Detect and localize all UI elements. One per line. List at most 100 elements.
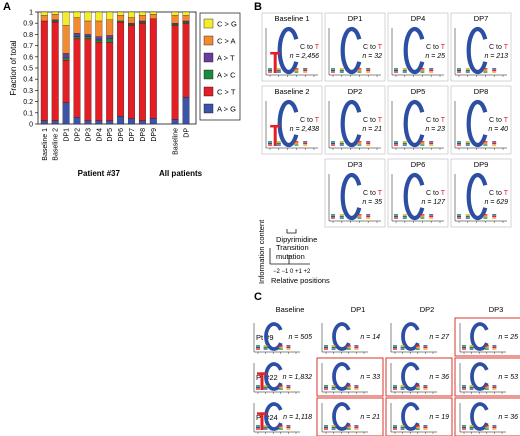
- logo-small-letter: [465, 71, 470, 73]
- grid-column-header: Baseline: [276, 305, 305, 314]
- logo-small-letter: [483, 144, 488, 146]
- bar-segment: [182, 20, 190, 23]
- stacked-bar-chart: 0 0.1 0.2 0.3 0.4 0.5 0.6 0.7 0.8 0.9 1 Fraction of…: [9, 10, 241, 178]
- logo-small-letter: [354, 388, 359, 390]
- x-tick-label: Baseline 1: [42, 128, 49, 161]
- grid-cell: n = 14: [321, 322, 380, 354]
- highlight-box: [454, 357, 520, 397]
- bar-segment: [40, 20, 48, 121]
- y-tick-label: 0.1: [23, 110, 33, 117]
- logo-cell: DP7 C to T n = 213: [450, 12, 512, 82]
- logo-small-letter: [278, 345, 283, 347]
- x-tick-label: DP: [184, 128, 191, 138]
- logo-small-letter: [256, 346, 260, 349]
- logo-small-letter: [420, 68, 425, 70]
- relative-positions-label: Relative positions: [271, 276, 330, 285]
- logo-small-letter: [465, 215, 470, 218]
- logo-small-letter: [366, 142, 371, 145]
- logo-cell: DP6 C to T n = 127: [387, 158, 449, 228]
- logo-small-letter: [294, 69, 299, 72]
- logo-small-letter: [346, 385, 351, 387]
- bar-segment: [73, 33, 81, 37]
- logo-small-letter: [484, 345, 489, 347]
- logo-small-letter: [278, 385, 283, 387]
- panel-b-letter: B: [254, 1, 262, 13]
- logo-letter-c-icon: [264, 402, 283, 431]
- logo-small-letter: [393, 425, 397, 427]
- legend-entry: A > C: [217, 71, 236, 80]
- grid-cell: n = 1,118: [253, 402, 312, 434]
- logo-small-letter: [331, 142, 335, 145]
- logo-small-letter: [286, 425, 291, 427]
- logo-small-letter: [278, 425, 283, 427]
- logo-small-letter: [268, 68, 272, 70]
- logo-small-letter: [393, 346, 397, 349]
- logo-small-letter: [429, 141, 434, 143]
- logo-count: n = 40: [488, 126, 508, 133]
- logo-small-letter: [256, 385, 260, 387]
- bar-segment: [40, 120, 48, 125]
- grid-column-header: DP3: [489, 305, 504, 314]
- logo-cell: DP8 C to T n = 40: [450, 85, 512, 155]
- logo-title: DP5: [411, 87, 426, 96]
- logo-small-letter: [263, 345, 268, 347]
- logo-small-letter: [469, 346, 474, 349]
- bar-segment: [51, 21, 59, 121]
- grid-cell: n = 25: [454, 317, 520, 357]
- logo-small-letter: [492, 214, 497, 216]
- logo-small-letter: [331, 346, 336, 349]
- logo-small-letter: [256, 386, 260, 389]
- legend-entry: A > T: [217, 54, 235, 63]
- logo-small-letter: [457, 144, 461, 146]
- logo-count: n = 629: [484, 199, 508, 206]
- logo-small-letter: [400, 386, 405, 389]
- logo-letter-c-icon: [466, 172, 488, 221]
- grid-count: n = 53: [498, 374, 518, 381]
- x-tick-label: Baseline: [173, 128, 180, 155]
- logo-small-letter: [268, 142, 272, 145]
- logo-letter-c-icon: [401, 362, 420, 391]
- logo-small-letter: [402, 214, 407, 216]
- bar-segment: [182, 21, 190, 24]
- highlight-box: [385, 357, 453, 397]
- bar-segment: [51, 20, 59, 23]
- logo-letter-c-icon: [332, 322, 351, 351]
- bar-segment: [138, 21, 146, 24]
- bar-segment: [182, 11, 190, 16]
- logo-small-letter: [366, 144, 371, 146]
- logo-small-letter: [278, 388, 283, 390]
- logo-small-letter: [457, 71, 461, 73]
- logo-small-letter: [469, 345, 474, 347]
- bar-segment: [106, 35, 114, 40]
- logo-small-letter: [339, 68, 344, 70]
- logo-small-letter: [423, 428, 428, 430]
- logo-small-letter: [339, 215, 344, 218]
- logo-small-letter: [357, 71, 362, 73]
- y-tick-label: 0: [29, 122, 33, 129]
- logo-small-letter: [415, 385, 420, 387]
- bar-segment: [182, 15, 190, 22]
- bar-segment: [128, 24, 135, 26]
- logo-small-letter: [394, 142, 398, 145]
- logo-count: n = 21: [362, 126, 382, 133]
- logo-small-letter: [354, 428, 359, 430]
- grid-count: n = 33: [360, 374, 380, 381]
- bar-segment: [51, 120, 59, 125]
- logo-count: n = 213: [484, 53, 508, 60]
- bar-segment: [171, 23, 179, 25]
- logo-small-letter: [492, 68, 497, 70]
- bar-segment: [73, 17, 81, 34]
- logo-small-letter: [303, 68, 308, 70]
- logo-small-letter: [366, 71, 371, 73]
- logo-small-letter: [457, 215, 461, 218]
- logo-small-letter: [457, 68, 461, 70]
- grid-cell: n = 33: [316, 357, 384, 397]
- logo-small-letter: [324, 426, 328, 429]
- logo-small-letter: [402, 215, 407, 218]
- logo-cell: DP5 C to T n = 23: [387, 85, 449, 155]
- bar-segment: [106, 120, 114, 125]
- logo-small-letter: [492, 217, 497, 219]
- logo-count: n = 25: [425, 53, 445, 60]
- bar-segment: [117, 15, 125, 22]
- logo-subtitle: C to T: [363, 117, 383, 124]
